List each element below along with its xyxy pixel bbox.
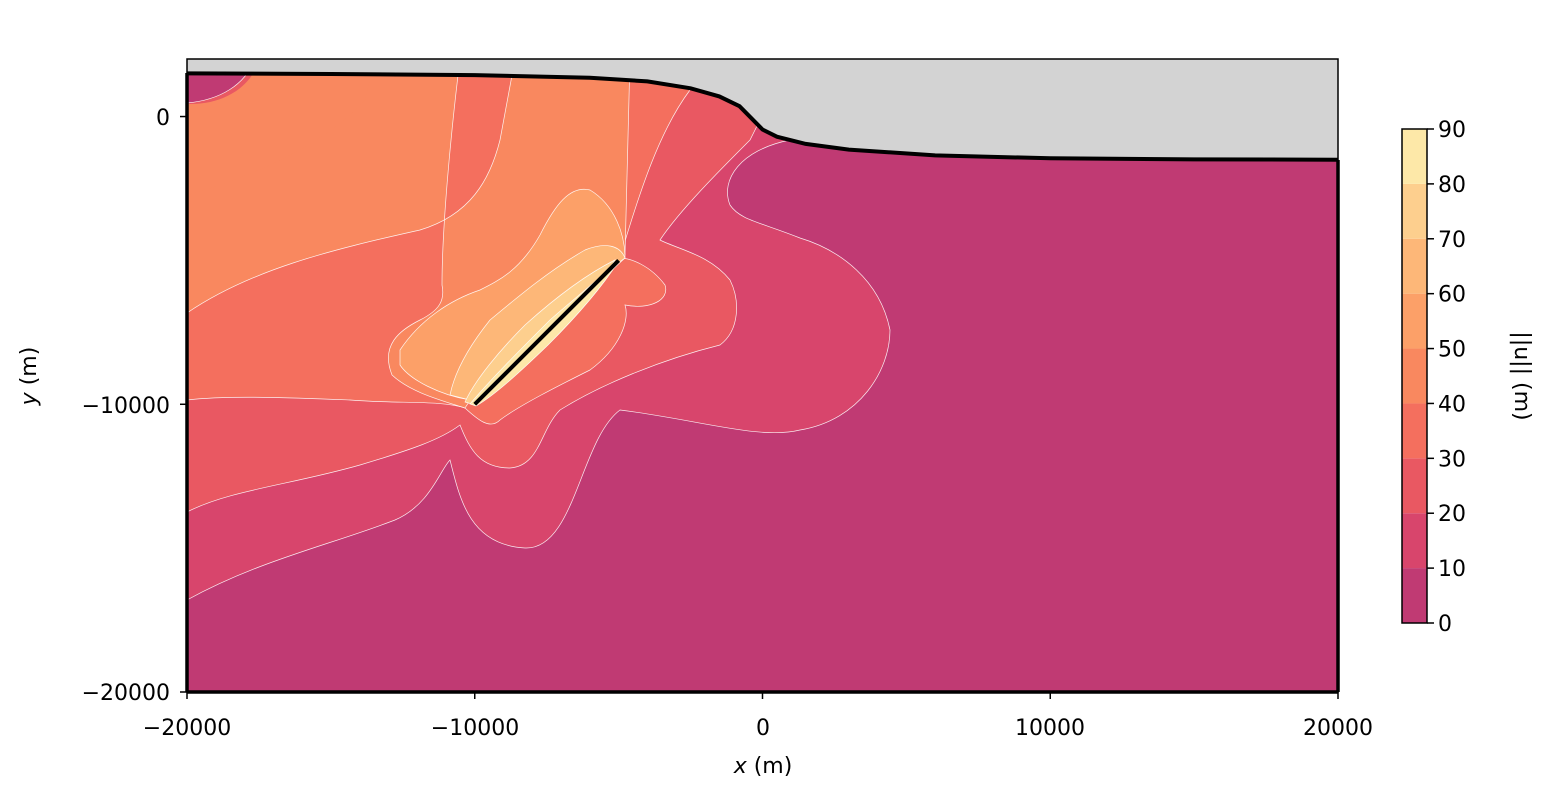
contour-bands (187, 59, 891, 601)
colorbar-tick-label: 40 (1438, 392, 1466, 417)
ground-surface-line (187, 71, 1338, 162)
colorbar-frame (1401, 128, 1428, 624)
y-tick-labels: 0 −10000 −20000 (82, 106, 170, 706)
contour-band (187, 59, 440, 195)
colorbar-label: ||u|| (m) (1509, 331, 1534, 420)
x-axis-label: x (m) (733, 754, 793, 779)
x-tick-labels: −20000 −10000 0 10000 20000 (143, 716, 1373, 741)
colorbar-band (1402, 238, 1427, 294)
colorbar-bands (1402, 129, 1427, 623)
colorbar-band (1402, 568, 1427, 623)
colorbar-tick-label: 70 (1438, 228, 1466, 253)
colorbar-tick-label: 10 (1438, 557, 1466, 582)
colorbar-band (1402, 293, 1427, 349)
y-axis-label: y (m) (17, 347, 42, 407)
plot-area (187, 59, 1338, 692)
x-tick-label: 0 (756, 716, 770, 741)
x-tick-label: −10000 (431, 716, 519, 741)
colorbar-tick-label: 60 (1438, 283, 1466, 308)
x-tick-label: 20000 (1303, 716, 1373, 741)
colorbar-band (1402, 513, 1427, 569)
y-tick-label: −20000 (82, 681, 170, 706)
x-axis: −20000 −10000 0 10000 20000 x (m) (143, 692, 1373, 779)
colorbar-tick-label: 30 (1438, 447, 1466, 472)
y-axis: 0 −10000 −20000 y (m) (17, 106, 187, 706)
x-tick-label: 10000 (1015, 716, 1085, 741)
colorbar: 0 10 20 30 40 50 60 70 80 90 ||u|| (m) (1401, 118, 1534, 637)
sky-region (187, 59, 1338, 160)
y-tick-label: 0 (156, 106, 170, 131)
colorbar-tick-label: 90 (1438, 118, 1466, 143)
colorbar-band (1402, 348, 1427, 404)
y-tick-label: −10000 (82, 394, 170, 419)
colorbar-band (1402, 183, 1427, 239)
fault-line (473, 258, 621, 406)
colorbar-band (1402, 458, 1427, 514)
x-tick-label: −20000 (143, 716, 231, 741)
colorbar-band (1402, 129, 1427, 184)
colorbar-tick-label: 0 (1438, 612, 1452, 637)
colorbar-band (1402, 403, 1427, 459)
colorbar-tick-label: 80 (1438, 173, 1466, 198)
colorbar-tick-label: 20 (1438, 502, 1466, 527)
colorbar-tick-label: 50 (1438, 338, 1466, 363)
